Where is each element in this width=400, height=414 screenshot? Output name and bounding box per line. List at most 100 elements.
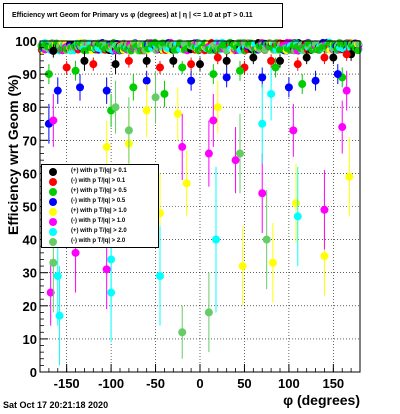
legend-entry: (-) with p T/|q| > 0.1: [42, 177, 158, 187]
legend-entry: (+) with p T/|q| > 1.0: [42, 207, 158, 217]
data-point: [107, 288, 116, 297]
data-point: [302, 53, 311, 62]
legend-marker: [49, 168, 57, 176]
series-8: [49, 70, 271, 359]
data-point: [342, 50, 351, 59]
y-tick-label: 70: [23, 133, 37, 148]
series-1: [49, 44, 356, 75]
x-tick-label: 50: [237, 376, 251, 391]
data-point: [142, 106, 151, 115]
data-point: [298, 80, 307, 89]
data-point: [49, 116, 58, 125]
data-point: [258, 73, 267, 82]
data-point: [187, 60, 196, 69]
y-tick-label: 90: [23, 67, 37, 82]
data-point: [156, 272, 164, 281]
legend-marker: [49, 228, 57, 236]
timestamp: Sat Oct 17 20:21:18 2020: [3, 400, 109, 410]
data-point: [46, 288, 55, 297]
data-point: [236, 149, 244, 158]
saturated-band: [37, 38, 363, 55]
series-3: [44, 57, 347, 128]
data-point: [71, 66, 80, 75]
legend-entry: (+) with p T/|q| > 0.5: [42, 187, 158, 197]
data-point: [209, 116, 218, 125]
x-tick-label: -50: [146, 376, 165, 391]
data-point: [258, 189, 267, 198]
data-point: [342, 86, 351, 95]
y-tick-label: 30: [23, 266, 37, 281]
data-point: [151, 93, 160, 102]
chart-title: Efficiency wrt Geom for Primary vs φ (de…: [12, 12, 253, 19]
x-tick-label: 0: [196, 376, 203, 391]
data-point: [293, 212, 302, 221]
data-point: [289, 126, 298, 135]
data-point: [187, 76, 196, 85]
data-point: [89, 60, 98, 69]
data-point: [320, 53, 329, 62]
data-point: [102, 142, 111, 151]
x-tick-label: -100: [98, 376, 124, 391]
data-series: [44, 44, 356, 366]
data-point: [55, 311, 64, 320]
axis-ticks: -150 -100 -50 0 50 100 150 0 10 20 30 40 50 60 70 80 90 1…: [15, 34, 352, 391]
y-axis-label: Efficiency wrt Geom (%): [5, 74, 21, 235]
y-tick-label: 20: [23, 299, 37, 314]
legend-label: (+) with p T/|q| > 0.1: [71, 168, 127, 174]
data-point: [44, 70, 53, 79]
data-point: [213, 103, 222, 112]
series-7: [53, 67, 302, 366]
data-point: [238, 262, 247, 271]
legend-label: (-) with p T/|q| > 2.0: [71, 238, 126, 244]
legend-label: (+) with p T/|q| > 2.0: [71, 228, 127, 234]
legend-entry: (-) with p T/|q| > 2.0: [42, 237, 158, 247]
legend-marker: [49, 188, 57, 196]
legend-label: (-) with p T/|q| > 0.1: [71, 178, 126, 184]
legend-entry: (-) with p T/|q| > 1.0: [42, 217, 158, 227]
y-tick-label: 80: [23, 100, 37, 115]
y-tick-label: 100: [15, 34, 37, 49]
data-point: [156, 63, 164, 72]
data-point: [53, 86, 62, 95]
data-point: [204, 308, 213, 317]
x-tick-label: 150: [322, 376, 344, 391]
series-6: [46, 70, 351, 326]
data-point: [142, 76, 151, 85]
y-tick-label: 10: [23, 332, 37, 347]
data-point: [169, 56, 178, 65]
legend-label: (+) with p T/|q| > 0.5: [71, 188, 127, 194]
saturated-point: [355, 40, 363, 48]
data-point: [320, 205, 329, 214]
data-point: [49, 46, 58, 55]
data-point: [76, 83, 84, 92]
legend-marker: [49, 198, 57, 206]
data-point: [80, 56, 89, 65]
data-point: [258, 119, 267, 128]
title-box: Efficiency wrt Geom for Primary vs φ (de…: [3, 3, 283, 28]
data-point: [267, 56, 276, 65]
data-point: [49, 258, 58, 267]
data-point: [222, 56, 231, 65]
legend-entry: (+) with p T/|q| > 2.0: [42, 227, 158, 237]
legend-label: (+) with p T/|q| > 1.0: [71, 208, 127, 214]
data-point: [178, 142, 187, 151]
data-point: [284, 83, 293, 92]
x-tick-label: -150: [54, 376, 80, 391]
data-point: [329, 53, 338, 62]
legend-label: (-) with p T/|q| > 0.5: [71, 198, 126, 204]
x-tick-label: 100: [278, 376, 300, 391]
legend-entry: (-) with p T/|q| > 0.5: [42, 197, 158, 207]
legend-marker: [49, 218, 57, 226]
legend-marker: [49, 178, 57, 186]
series-2: [62, 47, 351, 75]
y-tick-label: 40: [23, 233, 37, 248]
data-point: [267, 89, 276, 98]
data-point: [338, 123, 347, 132]
y-tick-label: 50: [23, 200, 37, 215]
legend-marker: [49, 238, 57, 246]
data-point: [182, 179, 191, 188]
data-point: [209, 70, 218, 79]
data-point: [102, 86, 111, 95]
data-point: [222, 73, 231, 82]
data-point: [345, 172, 354, 181]
